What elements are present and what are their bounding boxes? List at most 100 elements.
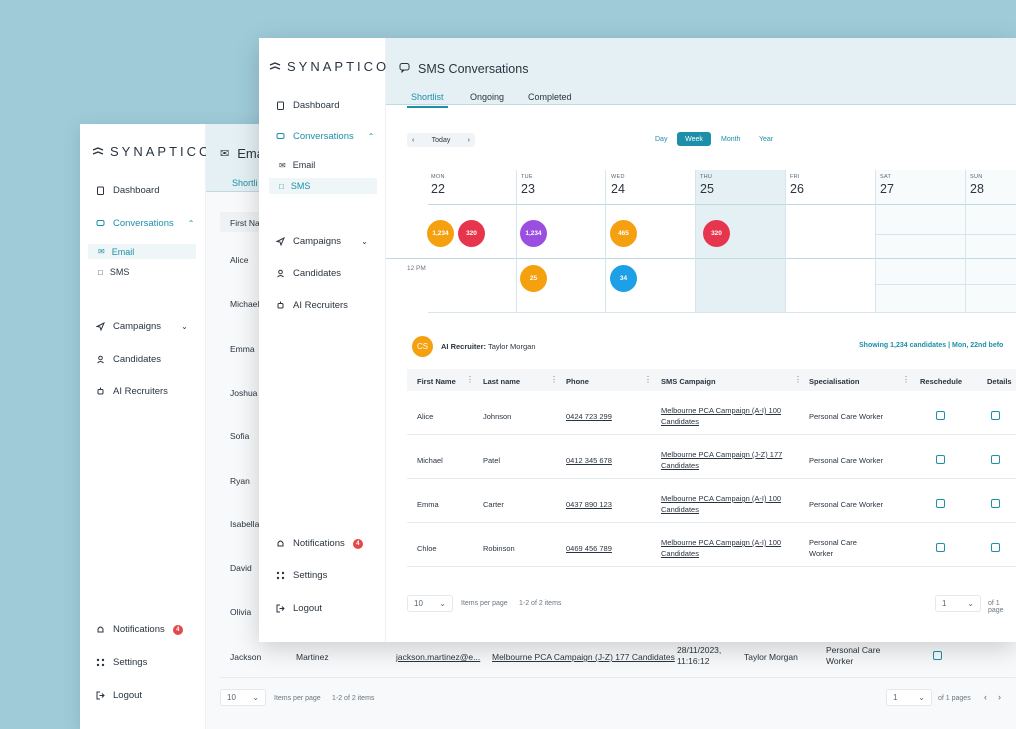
nav-ai-recruiters[interactable]: AI Recruiters [80, 386, 205, 397]
page-select[interactable]: 1 ⌄ [886, 689, 932, 706]
column-menu-icon[interactable]: ⋮ [644, 375, 652, 384]
event-bubble[interactable]: 320 [703, 220, 730, 247]
back-tab-shortlist[interactable]: Shortli [232, 178, 258, 188]
nav-ai-recruiters[interactable]: AI Recruiters [259, 300, 385, 311]
campaign-link[interactable]: Melbourne PCA Campaign (A-I) 100 Candidat… [661, 406, 782, 426]
per-page-select[interactable]: 10 ⌄ [407, 595, 453, 612]
nav-sms[interactable]: □ SMS [98, 267, 129, 277]
nav-dashboard[interactable]: Dashboard [80, 185, 205, 196]
event-bubble[interactable]: 320 [458, 220, 485, 247]
per-page-select[interactable]: 10 ⌄ [220, 689, 266, 706]
column-menu-icon[interactable]: ⋮ [550, 375, 558, 384]
reschedule-icon[interactable] [936, 543, 945, 552]
chevron-left-icon[interactable]: ‹ [412, 136, 415, 144]
view-month[interactable]: Month [721, 136, 741, 143]
nav-settings[interactable]: Settings [80, 657, 205, 668]
view-year[interactable]: Year [759, 136, 774, 143]
cell-specialisation: Personal Care Worker [809, 412, 884, 421]
table-header [407, 369, 1016, 391]
event-bubble[interactable]: 1,234 [520, 220, 547, 247]
sms-icon: □ [98, 267, 103, 277]
col-specialisation[interactable]: Specialisation [809, 377, 860, 386]
cell-first-name: Emma [417, 500, 439, 509]
chevron-up-icon: ⌃ [187, 219, 195, 228]
details-icon[interactable] [991, 455, 1000, 464]
column-menu-icon[interactable]: ⋮ [902, 375, 910, 384]
nav-candidates-label: Candidates [293, 268, 342, 279]
chevron-right-icon[interactable]: › [467, 136, 470, 144]
day-number: 23 [521, 182, 535, 196]
mail-icon: ✉ [279, 160, 286, 170]
phone-link[interactable]: 0437 890 123 [566, 500, 612, 509]
nav-conversations[interactable]: Conversations ⌃ [259, 131, 385, 142]
event-bubble[interactable]: 1,234 [427, 220, 454, 247]
nav-campaigns[interactable]: Campaigns ⌄ [80, 321, 205, 332]
details-icon[interactable] [991, 499, 1000, 508]
nav-settings-label: Settings [293, 570, 328, 581]
nav-sms[interactable]: □ SMS [269, 178, 377, 194]
campaign-link[interactable]: Melbourne PCA Campaign (J-Z) 177 Candidat… [661, 450, 783, 470]
phone-link[interactable]: 0469 456 789 [566, 544, 612, 553]
col-sms-campaign[interactable]: SMS Campaign [661, 377, 716, 386]
campaign-link[interactable]: Melbourne PCA Campaign (A-I) 100 Candidat… [661, 494, 782, 514]
column-menu-icon[interactable]: ⋮ [466, 375, 474, 384]
synaptico-logo-icon [269, 61, 281, 70]
nav-campaigns[interactable]: Campaigns ⌄ [259, 236, 385, 247]
col-phone[interactable]: Phone [566, 377, 589, 386]
phone-link[interactable]: 0412 345 678 [566, 456, 612, 465]
jackson-campaign-link[interactable]: Melbourne PCA Campaign (J-Z) 177 Candida… [492, 652, 675, 662]
nav-email[interactable]: ✉ Email [279, 160, 315, 170]
event-bubble[interactable]: 34 [610, 265, 637, 292]
details-icon[interactable] [991, 411, 1000, 420]
reschedule-icon[interactable] [936, 411, 945, 420]
table-row: Alice [230, 255, 249, 265]
day-name: WED [611, 174, 625, 180]
col-first-name[interactable]: First Name [417, 377, 456, 386]
nav-candidates[interactable]: Candidates [80, 354, 205, 365]
cell-last-name: Johnson [483, 412, 512, 421]
nav-logout[interactable]: Logout [259, 603, 385, 614]
jackson-email-link[interactable]: jackson.martinez@e... [396, 652, 481, 662]
tab-ongoing[interactable]: Ongoing [470, 92, 505, 102]
jackson-last: Martinez [296, 652, 329, 662]
column-menu-icon[interactable]: ⋮ [794, 375, 802, 384]
day-name: THU [700, 174, 713, 180]
reschedule-icon[interactable] [936, 499, 945, 508]
phone-link[interactable]: 0424 723 299 [566, 412, 612, 421]
prev-page-icon[interactable]: ‹ [984, 692, 987, 702]
event-bubble[interactable]: 465 [610, 220, 637, 247]
calendar-divider [428, 204, 1016, 205]
chevron-down-icon: ⌄ [439, 599, 446, 608]
nav-logout[interactable]: Logout [80, 690, 205, 701]
nav-notifications[interactable]: Notifications 4 [259, 538, 385, 549]
page-select[interactable]: 1 ⌄ [935, 595, 981, 612]
nav-dashboard[interactable]: Dashboard [259, 100, 385, 111]
details-icon[interactable] [933, 651, 942, 660]
calendar-divider [386, 258, 1016, 259]
nav-candidates[interactable]: Candidates [259, 268, 385, 279]
nav-notifications[interactable]: Notifications 4 [80, 624, 205, 635]
cell-first-name: Michael [417, 456, 443, 465]
nav-dashboard-label: Dashboard [293, 100, 340, 111]
nav-logout-label: Logout [293, 603, 323, 614]
view-day[interactable]: Day [655, 136, 668, 143]
chevron-down-icon: ⌄ [252, 693, 259, 702]
reschedule-icon[interactable] [936, 455, 945, 464]
day-number: 28 [970, 182, 984, 196]
view-week[interactable]: Week [677, 132, 711, 146]
today-button[interactable]: Today [431, 136, 451, 144]
page-title: SMS Conversations [399, 60, 528, 78]
nav-conversations[interactable]: Conversations ⌃ [80, 218, 205, 229]
event-bubble[interactable]: 25 [520, 265, 547, 292]
tab-shortlist[interactable]: Shortlist [407, 92, 447, 108]
tab-completed[interactable]: Completed [528, 92, 572, 102]
chevron-down-icon: ⌄ [967, 599, 974, 608]
nav-settings[interactable]: Settings [259, 570, 385, 581]
campaign-link[interactable]: Melbourne PCA Campaign (A-I) 100 Candidat… [661, 538, 782, 558]
details-icon[interactable] [991, 543, 1000, 552]
next-page-icon[interactable]: › [998, 692, 1001, 702]
nav-email[interactable]: ✉ Email [88, 244, 196, 259]
nav-settings-label: Settings [113, 657, 148, 668]
col-last-name[interactable]: Last name [483, 377, 521, 386]
calendar-column [785, 170, 786, 312]
